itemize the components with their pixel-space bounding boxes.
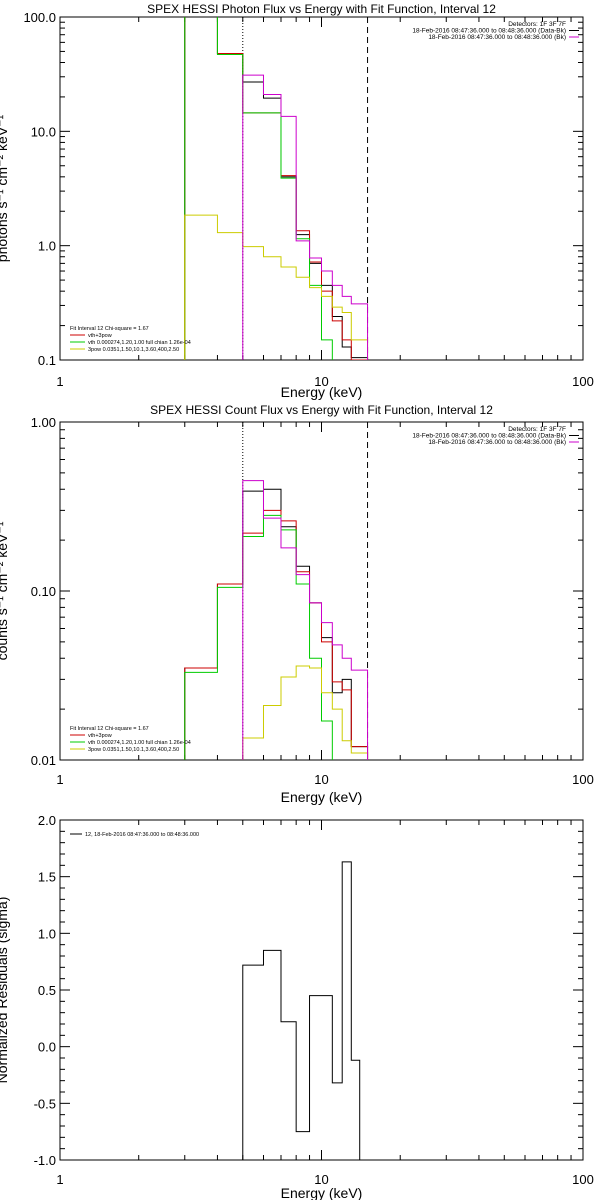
- x-tick-label: 1: [56, 374, 63, 389]
- y-tick-label: -1.0: [34, 1153, 56, 1168]
- series-12-18-feb-2016-08-47-36-000-to-08-48-36-000: [242, 861, 361, 1160]
- info-line: 18-Feb-2016 08:47:36.000 to 08:48:36.000…: [412, 433, 566, 440]
- panel-3: 1 10 100 Energy (keV) -1.0 -0.5 0.0 0.5 1.0 1.5 2.…: [0, 813, 594, 1200]
- y-axis-label: photons s⁻¹ cm⁻² keV⁻¹: [0, 114, 10, 262]
- x-tick-label: 100: [572, 772, 594, 787]
- y-tick-label: 0.10: [31, 584, 56, 599]
- y-tick-label: 0.1: [38, 353, 56, 368]
- info-line: Detectors: 1F 3F 7F: [508, 426, 566, 433]
- info-line: 18-Feb-2016 08:47:36.000 to 08:48:36.000…: [428, 34, 566, 41]
- series-data-bk: [184, 17, 369, 360]
- panel-1: SPEX HESSI Photon Flux vs Energy with Fi…: [0, 2, 594, 400]
- fit-legend-label: vth+3pow: [88, 733, 112, 739]
- x-tick-label: 1: [56, 1172, 63, 1187]
- series-bk: [242, 74, 369, 360]
- fit-legend-label: 3pow 0.0351,1.50,10.1,3.60,400,2.50: [88, 747, 179, 753]
- x-tick-label: 100: [572, 374, 594, 389]
- fit-legend-label: vth+3pow: [88, 333, 112, 339]
- x-axis-label: Energy (keV): [281, 789, 363, 805]
- y-tick-label: 0.5: [38, 983, 56, 998]
- info-line: 18-Feb-2016 08:47:36.000 to 08:48:36.000…: [412, 28, 566, 35]
- fit-info-header: Fit Interval 12 Chi-square = 1.67: [70, 726, 149, 732]
- plot-frame: [59, 819, 584, 1161]
- fit-legend-label: 3pow 0.0351,1.50,10.1,3.60,400,2.50: [88, 347, 179, 353]
- y-tick-label: 0.0: [38, 1040, 56, 1055]
- series-3pow: [184, 214, 369, 360]
- y-tick-label: 100.0: [23, 10, 56, 25]
- x-tick-label: 10: [314, 374, 328, 389]
- y-tick-label: -0.5: [34, 1096, 56, 1111]
- y-tick-label: 1.0: [38, 239, 56, 254]
- chart-title: SPEX HESSI Count Flux vs Energy with Fit…: [150, 403, 493, 417]
- chart-title: SPEX HESSI Photon Flux vs Energy with Fi…: [147, 2, 496, 16]
- y-axis-label: counts s⁻¹ cm⁻² keV⁻¹: [0, 521, 10, 660]
- x-axis-label: Energy (keV): [281, 1185, 363, 1200]
- y-tick-label: 10.0: [31, 124, 56, 139]
- y-tick-label: 2.0: [38, 813, 56, 828]
- series-bk: [242, 480, 369, 760]
- series-vth: [184, 514, 369, 760]
- series-group: [242, 861, 361, 1160]
- info-line: Detectors: 1F 3F 7F: [508, 21, 566, 28]
- legend-label: 12, 18-Feb-2016 08:47:36.000 to 08:48:36…: [85, 832, 199, 838]
- series-vth-3pow: [184, 17, 368, 360]
- series-vth: [184, 17, 369, 360]
- series-group: [184, 480, 369, 760]
- fit-info-header: Fit Interval 12 Chi-square = 1.67: [70, 326, 149, 332]
- panel-2: SPEX HESSI Count Flux vs Energy with Fit…: [0, 403, 594, 805]
- x-tick-label: 1: [56, 772, 63, 787]
- series-3pow: [242, 665, 369, 760]
- y-tick-label: 1.5: [38, 870, 56, 885]
- x-tick-label: 100: [572, 1172, 594, 1187]
- info-line: 18-Feb-2016 08:47:36.000 to 08:48:36.000…: [428, 439, 566, 446]
- series-data-bk: [184, 488, 369, 760]
- x-axis-label: Energy (keV): [281, 384, 363, 400]
- y-tick-label: 1.0: [38, 926, 56, 941]
- x-tick-label: 10: [314, 1172, 328, 1187]
- y-tick-label: 0.01: [31, 753, 56, 768]
- y-axis-label: Normalized Residuals (sigma): [0, 897, 10, 1084]
- fit-legend-label: vth 0.000274,1.20,1.00 full chian 1.26e-…: [88, 340, 191, 346]
- x-tick-label: 10: [314, 772, 328, 787]
- series-vth-3pow: [184, 509, 369, 760]
- series-group: [184, 17, 369, 360]
- y-tick-label: 1.00: [31, 415, 56, 430]
- fit-legend-label: vth 0.000274,1.20,1.00 full chian 1.26e-…: [88, 740, 191, 746]
